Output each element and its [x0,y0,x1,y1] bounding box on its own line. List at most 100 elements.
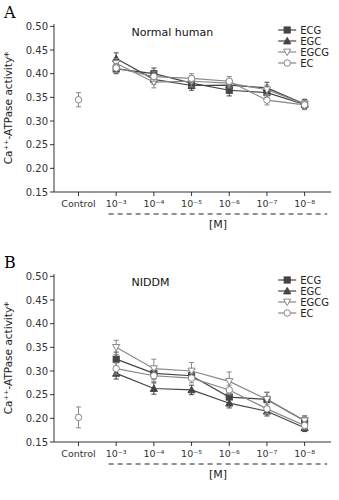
series [113,64,308,109]
legend-marker [284,49,291,55]
point [188,75,194,81]
figure: 0.150.200.250.300.350.400.450.50Control1… [0,0,339,500]
error-bar [227,85,232,96]
error-bar [114,64,119,73]
point [226,387,232,393]
legend-item: EC [278,308,313,319]
point [188,386,195,392]
point [301,422,307,428]
x-tick-label: 10⁻⁸ [294,448,315,459]
y-tick-label: 0.40 [26,68,48,79]
x-tick [153,442,154,446]
y-tick [50,276,54,277]
error-bar [151,72,156,81]
y-tick [50,418,54,419]
legend: ECGEGCEGCGEC [278,275,329,319]
panel: 0.150.200.250.300.350.400.450.50Control1… [2,3,331,231]
x-tick-label: 10⁻⁵ [181,198,202,209]
y-tick-label: 0.35 [26,342,48,353]
y-tick [50,394,54,395]
point [301,101,308,107]
panel-label: A [3,3,16,22]
line [116,373,304,427]
y-tick-label: 0.30 [26,116,48,127]
y-tick-label: 0.25 [26,389,48,400]
legend-label: EC [300,308,313,319]
y-axis-label: Ca⁺⁺-ATPase activity* [2,52,14,165]
x-tick-label: 10⁻⁴ [143,198,164,209]
y-tick-label: 0.20 [26,163,48,174]
x-tick [116,442,117,446]
x-tick [153,192,154,196]
line [116,359,304,421]
legend-item: EGCG [278,47,329,58]
y-tick-label: 0.25 [26,139,48,150]
x-tick [229,442,230,446]
legend-item: ECG [278,275,321,286]
error-bar [151,370,156,381]
series [75,407,81,428]
y-tick [50,347,54,348]
line [116,369,304,426]
x-tick [266,192,267,196]
point [263,397,270,403]
x-tick-label: Control [61,198,95,209]
point [75,414,81,420]
y-tick-label: 0.50 [26,271,48,282]
x-tick-label: 10⁻⁷ [256,198,277,209]
error-bar [151,68,156,79]
point [226,379,233,385]
point [226,87,232,93]
error-bar [227,385,232,394]
legend-item: EC [278,58,313,69]
point [75,96,81,102]
point [264,406,270,412]
point [151,73,157,79]
legend-item: EGCG [278,297,329,308]
y-tick-label: 0.35 [26,92,48,103]
y-tick [50,168,54,169]
legend-marker [284,27,290,33]
legend-marker [284,60,290,66]
legend-item: EGC [278,36,321,47]
x-tick [266,442,267,446]
y-tick [50,300,54,301]
y-tick [50,442,54,443]
error-bar [302,99,307,108]
error-bar [76,407,81,428]
series [113,63,308,109]
error-bar [189,74,194,83]
y-tick [50,73,54,74]
line [116,59,304,104]
y-tick [50,144,54,145]
x-tick-label: 10⁻⁷ [256,448,277,459]
error-bar [264,404,269,413]
series [113,59,309,108]
line [116,69,304,104]
y-tick-label: 0.40 [26,318,48,329]
panel-label: B [4,253,16,272]
concentration-span [109,464,328,465]
x-tick-label: 10⁻⁴ [143,448,164,459]
y-axis-label: Ca⁺⁺-ATPase activity* [2,302,14,415]
point [188,368,195,374]
legend-label: ECG [300,25,321,36]
y-tick-label: 0.20 [26,413,48,424]
x-axis-line [54,442,331,443]
point [264,97,270,103]
y-tick [50,371,54,372]
y-tick [50,97,54,98]
point [188,375,194,381]
series [113,363,308,429]
error-bar [302,100,307,109]
y-tick-label: 0.50 [26,21,48,32]
legend-label: EC [300,58,313,69]
x-tick [191,442,192,446]
point [302,101,308,107]
x-axis-label: [M] [209,218,227,231]
legend: ECGEGCEGCGEC [278,25,329,69]
x-tick-label: 10⁻³ [106,198,127,209]
y-tick-label: 0.45 [26,45,48,56]
x-tick [116,192,117,196]
series [113,53,309,109]
